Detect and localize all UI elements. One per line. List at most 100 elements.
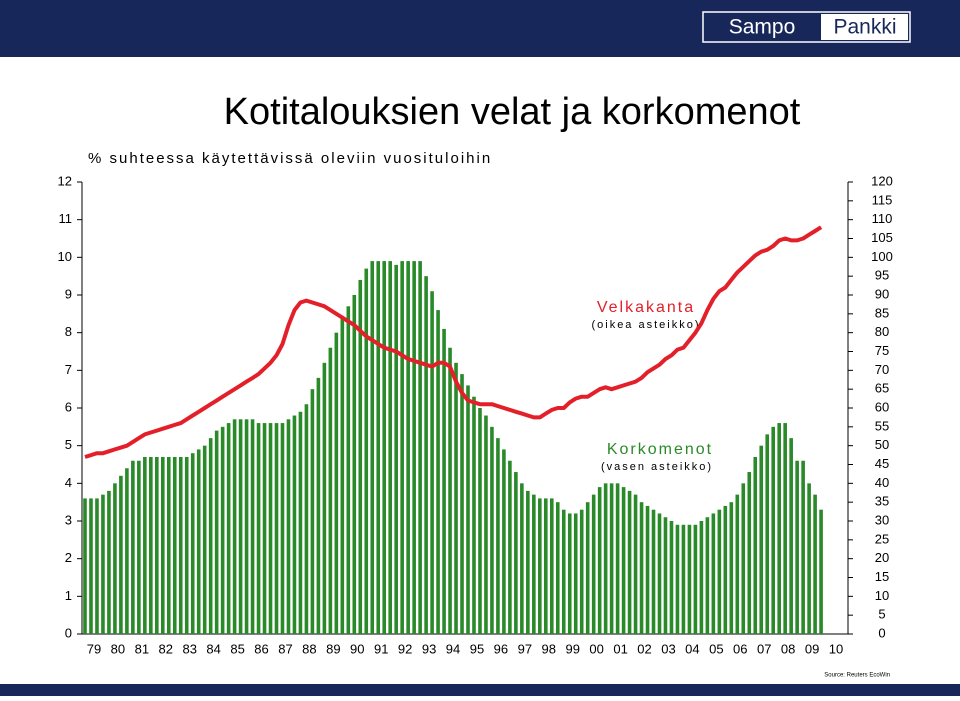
- bar: [472, 396, 476, 634]
- x-tick-label: 89: [326, 641, 340, 656]
- bar: [436, 310, 440, 634]
- bar: [137, 460, 141, 634]
- bar: [801, 460, 805, 634]
- y2-tick-label: 85: [875, 305, 889, 320]
- y2-tick-label: 110: [872, 211, 893, 226]
- bar: [741, 483, 746, 634]
- bar: [418, 261, 422, 634]
- bar: [579, 509, 584, 634]
- bar: [340, 317, 345, 634]
- bar: [675, 524, 680, 634]
- x-tick-label: 99: [565, 641, 579, 656]
- bar: [717, 509, 722, 634]
- bar: [561, 509, 566, 634]
- bar: [388, 261, 393, 634]
- bar: [532, 494, 536, 634]
- bar: [268, 423, 273, 634]
- bar: [627, 490, 632, 634]
- bar: [478, 408, 482, 634]
- bar: [663, 517, 668, 634]
- bar: [364, 268, 369, 634]
- bar: [621, 487, 626, 634]
- bar: [113, 483, 117, 634]
- y-tick-label: 1: [65, 588, 72, 603]
- x-tick-label: 94: [446, 641, 460, 656]
- bar: [819, 509, 823, 634]
- y2-tick-label: 5: [878, 607, 885, 622]
- bar: [603, 483, 608, 634]
- bottom-band: [0, 684, 960, 696]
- bar: [573, 513, 578, 634]
- bar: [729, 502, 734, 634]
- bar: [178, 456, 183, 634]
- bar: [735, 494, 740, 634]
- bar: [184, 456, 189, 634]
- bar: [131, 460, 135, 634]
- x-tick-label: 00: [589, 641, 603, 656]
- bar: [585, 502, 590, 634]
- bar: [352, 295, 357, 634]
- x-tick-label: 81: [135, 641, 149, 656]
- y-tick-label: 6: [65, 399, 72, 414]
- bar: [202, 445, 207, 634]
- bar: [771, 426, 776, 634]
- y2-tick-label: 55: [875, 418, 889, 433]
- y-tick-label: 5: [65, 437, 72, 452]
- bar: [322, 362, 327, 634]
- top-band: [0, 0, 960, 57]
- bar: [166, 456, 171, 634]
- bar: [196, 449, 201, 634]
- bar: [759, 445, 764, 634]
- bar: [316, 377, 321, 634]
- bar: [538, 498, 542, 634]
- bar: [711, 513, 716, 634]
- y2-tick-label: 40: [875, 475, 889, 490]
- bar: [543, 498, 548, 634]
- bar: [514, 472, 518, 634]
- bar: [424, 276, 428, 634]
- x-tick-label: 87: [278, 641, 292, 656]
- bar: [723, 505, 728, 634]
- x-tick-label: 91: [374, 641, 388, 656]
- bar: [484, 415, 488, 634]
- x-tick-label: 90: [350, 641, 364, 656]
- bar: [747, 472, 752, 634]
- chart-subtitle: % suhteessa käytettävissä oleviin vuosit…: [88, 150, 492, 167]
- bar: [657, 513, 662, 634]
- bar: [143, 456, 147, 634]
- bar: [813, 494, 817, 634]
- y2-tick-label: 35: [875, 494, 889, 509]
- bar: [310, 389, 315, 634]
- bar: [520, 483, 524, 634]
- line: [84, 225, 823, 459]
- bar: [172, 456, 177, 634]
- annotation: (oikea asteikko): [591, 319, 700, 331]
- bar: [460, 374, 464, 634]
- bar: [292, 415, 297, 634]
- bar: [466, 385, 470, 634]
- y2-tick-label: 65: [875, 381, 889, 396]
- bar: [406, 261, 410, 634]
- bar: [591, 494, 596, 634]
- logo-right: Pankki: [833, 16, 896, 39]
- logo-left: Sampo: [729, 16, 796, 39]
- bar: [454, 362, 458, 634]
- bar: [370, 261, 375, 634]
- y2-tick-label: 20: [875, 550, 889, 565]
- bar: [567, 513, 572, 634]
- bar: [232, 419, 237, 634]
- bar: [795, 460, 799, 634]
- bar: [160, 456, 165, 634]
- y2-tick-label: 100: [871, 249, 893, 264]
- y-tick-label: 10: [58, 249, 72, 264]
- bar: [615, 483, 620, 634]
- bar: [107, 490, 111, 634]
- bar: [430, 291, 434, 634]
- bar: [334, 332, 339, 634]
- y2-tick-label: 80: [875, 324, 889, 339]
- bar: [412, 261, 416, 634]
- bar: [358, 279, 363, 634]
- bar: [286, 419, 291, 634]
- bar: [651, 509, 656, 634]
- bar: [442, 328, 446, 634]
